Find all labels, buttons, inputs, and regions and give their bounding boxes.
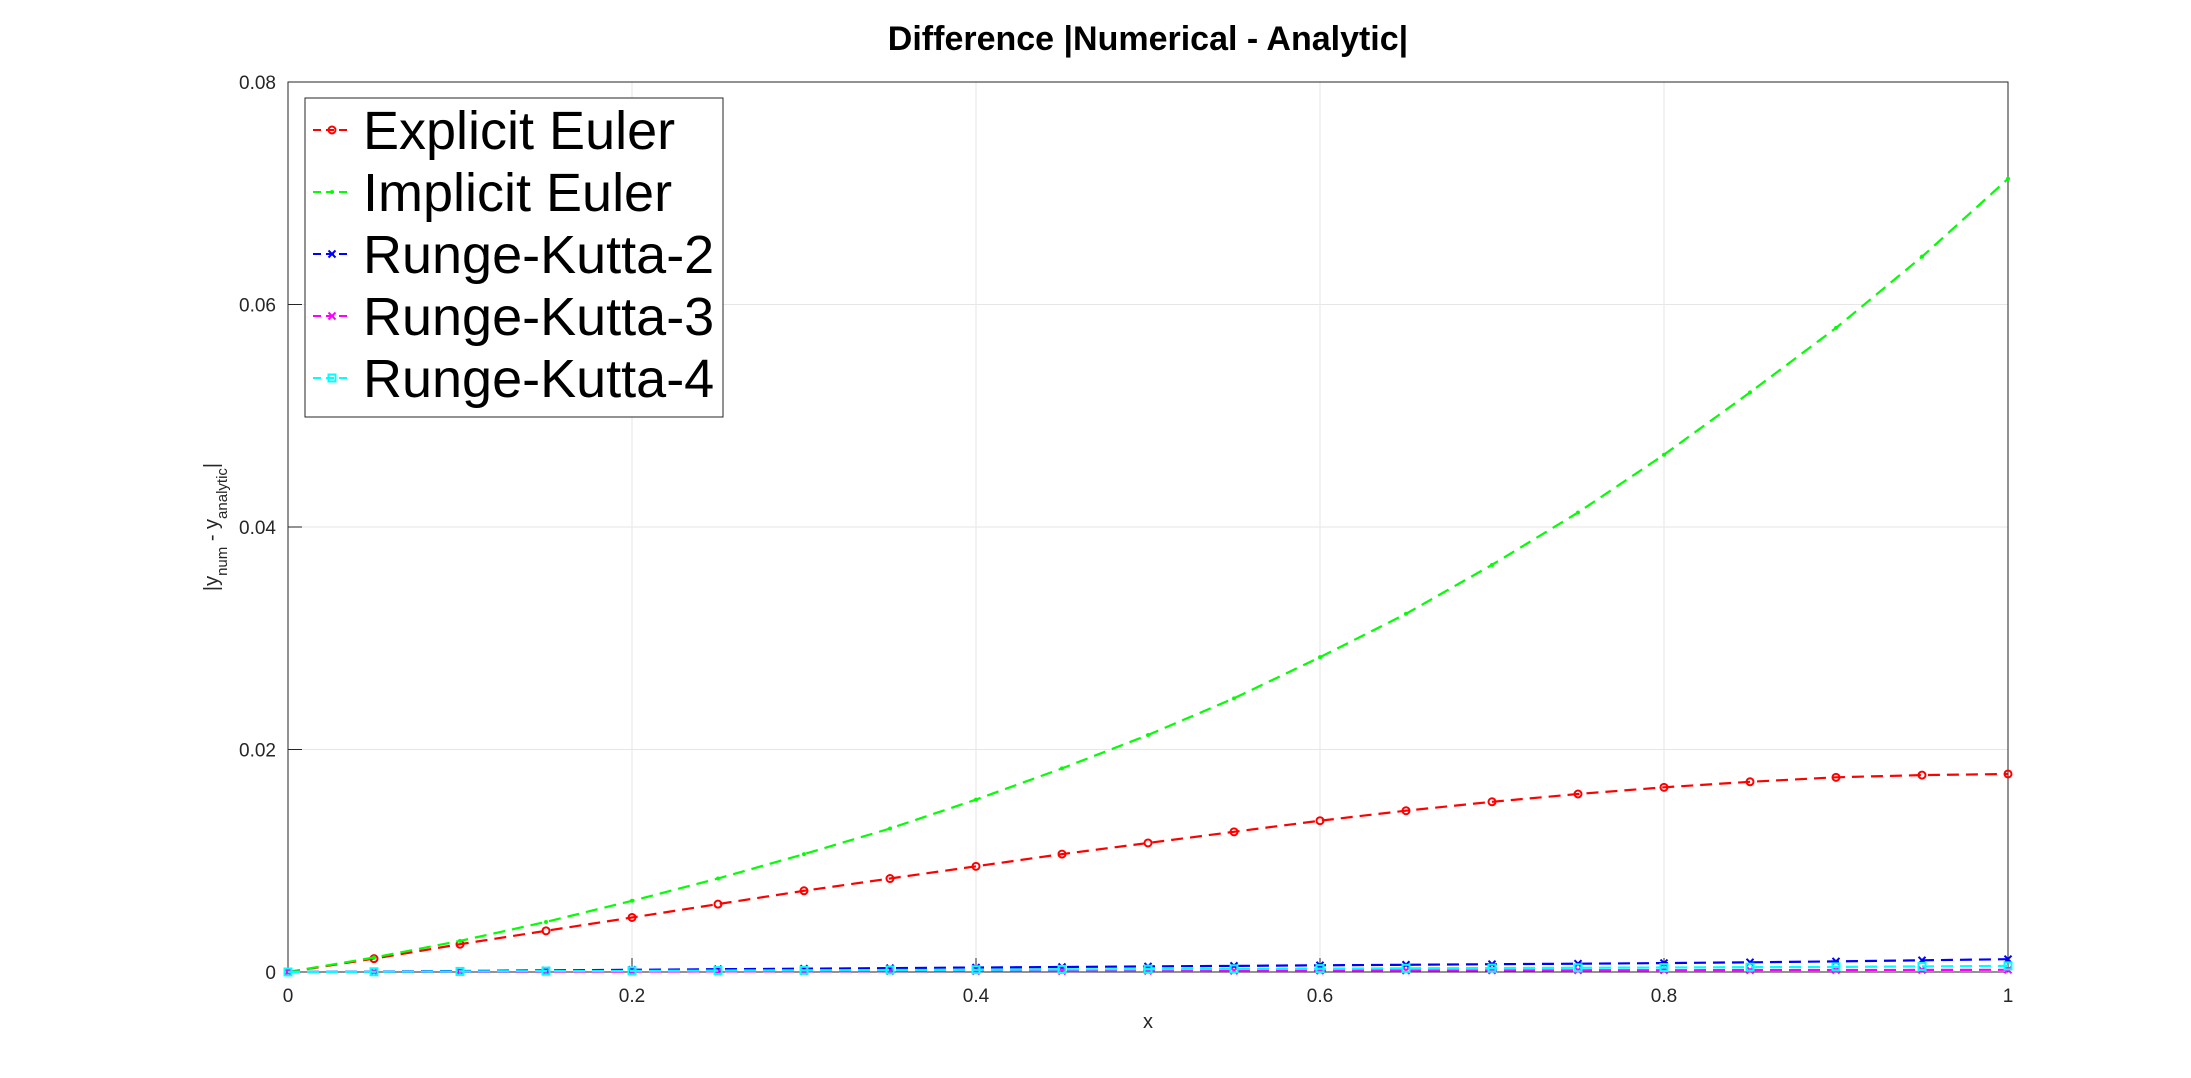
data-point <box>2003 769 2013 779</box>
y-tick-label: 0.02 <box>239 741 276 762</box>
data-point <box>1401 966 1411 975</box>
data-point <box>974 797 978 802</box>
data-point <box>1576 510 1580 515</box>
data-point <box>888 826 892 831</box>
data-point <box>971 965 981 975</box>
data-point <box>713 899 723 909</box>
data-point <box>1318 655 1322 660</box>
data-point <box>458 938 462 943</box>
legend-label: Runge-Kutta-2 <box>363 225 714 285</box>
x-tick-label: 0.2 <box>619 986 645 1007</box>
x-tick-label: 1 <box>2003 986 2014 1007</box>
data-point <box>1057 849 1067 859</box>
y-tick-label: 0.06 <box>239 296 276 317</box>
data-point <box>799 965 809 975</box>
data-point <box>1143 838 1153 848</box>
data-point <box>1662 452 1666 457</box>
data-point <box>1487 797 1497 807</box>
series-line <box>287 964 2009 974</box>
data-point <box>2006 176 2010 181</box>
data-point <box>1146 733 1150 738</box>
data-point <box>1831 772 1841 782</box>
data-point <box>885 965 895 975</box>
legend-label: Explicit Euler <box>363 101 675 161</box>
data-point <box>372 955 376 960</box>
data-point <box>630 898 634 903</box>
x-tick-label: 0.4 <box>963 986 990 1007</box>
data-point <box>1057 964 1067 974</box>
data-point <box>541 966 551 976</box>
data-point <box>1315 816 1325 826</box>
data-point <box>544 919 548 924</box>
data-point <box>1143 964 1153 974</box>
legend-marker <box>327 311 337 321</box>
legend-label: Implicit Euler <box>363 163 672 223</box>
data-point <box>1315 964 1325 974</box>
series-explicit-euler <box>283 769 2013 977</box>
x-tick-label: 0 <box>283 986 294 1007</box>
data-point <box>369 967 379 977</box>
series-layer <box>283 176 2013 977</box>
data-point <box>1232 696 1236 701</box>
legend-marker <box>327 125 337 135</box>
data-point <box>1748 390 1752 395</box>
x-tick-label: 0.8 <box>1651 986 1677 1007</box>
y-tick-label: 0.04 <box>239 518 276 539</box>
data-point <box>1659 782 1669 792</box>
series-line <box>287 772 2009 974</box>
data-point <box>1229 827 1239 837</box>
data-point <box>1745 777 1755 787</box>
legend-item: Runge-Kutta-3 <box>313 287 714 347</box>
legend-marker <box>327 249 337 259</box>
data-point <box>1920 254 1924 259</box>
data-point <box>541 926 551 936</box>
data-point <box>627 912 637 922</box>
data-point <box>1490 562 1494 567</box>
axis-ticks: 0 0.2 0.4 0.6 0.8 1 0 0.02 0.04 0.06 0.08 <box>239 73 2013 1007</box>
data-point <box>713 966 723 976</box>
legend-box <box>304 97 724 418</box>
x-tick-label: 0.6 <box>1307 986 1333 1007</box>
data-point <box>1401 963 1411 973</box>
legend-marker <box>330 190 334 194</box>
data-point <box>1917 770 1927 780</box>
legend-label: Runge-Kutta-3 <box>363 287 714 347</box>
data-point <box>1917 961 1927 971</box>
legend-item: Runge-Kutta-2 <box>313 225 714 285</box>
data-point <box>1229 964 1239 974</box>
data-point <box>1404 611 1408 616</box>
data-point <box>1573 789 1583 799</box>
legend-label: Runge-Kutta-4 <box>363 349 714 409</box>
data-point <box>799 886 809 896</box>
legend-marker <box>327 373 337 383</box>
data-point <box>1060 766 1064 771</box>
legend-item: Explicit Euler <box>313 101 675 161</box>
data-point <box>1573 963 1583 973</box>
data-point <box>1659 963 1669 973</box>
chart-title: Difference |Numerical - Analytic| <box>888 20 1408 58</box>
legend-item: Implicit Euler <box>313 163 672 223</box>
series-runge-kutta-4 <box>283 961 2013 977</box>
data-point <box>1834 325 1838 330</box>
data-point <box>1831 962 1841 972</box>
legend-item: Runge-Kutta-4 <box>313 349 714 409</box>
y-tick-label: 0 <box>265 963 276 984</box>
data-point <box>802 852 806 857</box>
data-point <box>2003 961 2013 971</box>
y-axis-label: |ynum - yanalytic| <box>201 463 231 591</box>
data-point <box>455 966 465 976</box>
data-point <box>1487 963 1497 973</box>
data-point <box>1401 806 1411 816</box>
x-axis-label: x <box>1143 1011 1153 1033</box>
data-point <box>283 967 293 977</box>
data-point <box>716 876 720 881</box>
data-point <box>1745 962 1755 972</box>
series-implicit-euler <box>286 176 2010 974</box>
y-tick-label: 0.08 <box>239 73 276 94</box>
data-point <box>627 966 637 976</box>
data-point <box>885 874 895 884</box>
data-point <box>971 861 981 871</box>
